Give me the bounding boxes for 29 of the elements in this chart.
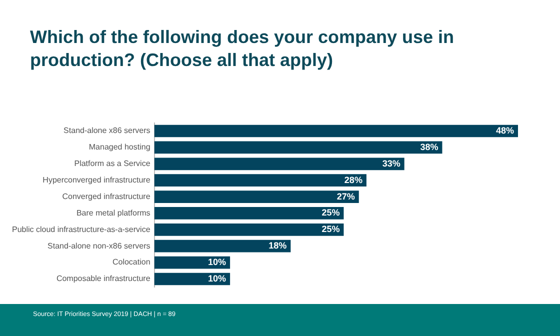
y-tick-label: Managed hosting: [88, 142, 150, 152]
data-label: 10%: [208, 273, 226, 284]
bar: [154, 207, 344, 220]
y-tick-label: Public cloud infrastructure-as-a-service: [12, 224, 151, 234]
data-label: 25%: [322, 224, 340, 234]
bar: [154, 124, 518, 138]
y-tick-label: Bare metal platforms: [76, 208, 150, 218]
y-tick-label: Colocation: [112, 258, 150, 267]
data-label: 38%: [420, 142, 438, 152]
data-label: 28%: [344, 174, 362, 185]
bar: [154, 141, 442, 154]
bar: [154, 174, 366, 187]
y-tick-label: Hyperconverged infrastructure: [42, 176, 151, 185]
y-tick-label: Stand-alone non-x86 servers: [48, 241, 150, 250]
data-label: 10%: [208, 257, 226, 268]
data-label: 33%: [382, 158, 400, 168]
y-tick-label: Stand-alone x86 servers: [64, 126, 150, 136]
y-tick-label: Converged infrastructure: [62, 192, 151, 201]
bar: [154, 223, 344, 236]
data-label: 18%: [268, 240, 287, 251]
y-tick-label: Composable infrastructure: [56, 274, 151, 284]
data-label: 48%: [496, 126, 514, 136]
chart-title: Which of the following does your company use in production? (Choose all that apply): [30, 26, 456, 72]
bar: [154, 190, 359, 203]
bar: [154, 158, 404, 170]
y-tick-label: Platform as a Service: [74, 159, 151, 168]
bar: [154, 240, 291, 252]
data-label: 27%: [336, 191, 355, 202]
data-label: 25%: [322, 208, 340, 218]
